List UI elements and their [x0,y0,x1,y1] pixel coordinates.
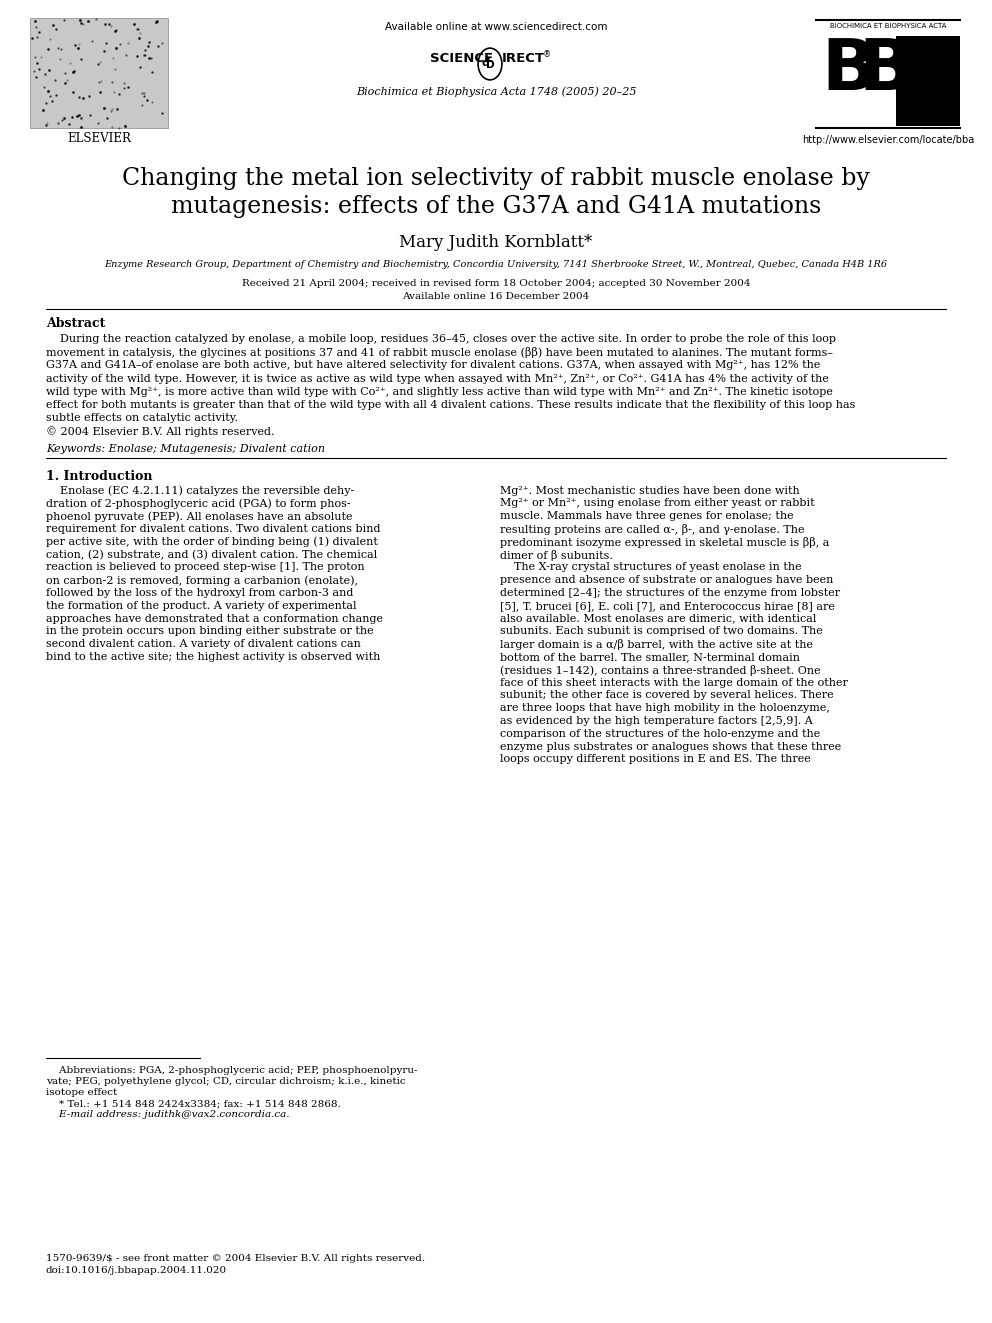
Text: on carbon-2 is removed, forming a carbanion (enolate),: on carbon-2 is removed, forming a carban… [46,576,358,586]
Text: D: D [486,60,494,70]
Text: subunits. Each subunit is comprised of two domains. The: subunits. Each subunit is comprised of t… [500,626,822,636]
Text: Enolase (EC 4.2.1.11) catalyzes the reversible dehy-: Enolase (EC 4.2.1.11) catalyzes the reve… [46,486,354,496]
Text: enzyme plus substrates or analogues shows that these three: enzyme plus substrates or analogues show… [500,742,841,751]
Text: loops occupy different positions in E and ES. The three: loops occupy different positions in E an… [500,754,810,765]
Text: Available online 16 December 2004: Available online 16 December 2004 [403,292,589,302]
Text: * Tel.: +1 514 848 2424x3384; fax: +1 514 848 2868.: * Tel.: +1 514 848 2424x3384; fax: +1 51… [46,1099,340,1107]
Text: comparison of the structures of the holo-enzyme and the: comparison of the structures of the holo… [500,729,820,738]
Text: http://www.elsevier.com/locate/bba: http://www.elsevier.com/locate/bba [802,135,974,146]
Text: isotope effect: isotope effect [46,1088,117,1097]
Text: dimer of β subunits.: dimer of β subunits. [500,549,613,561]
Text: followed by the loss of the hydroxyl from carbon-3 and: followed by the loss of the hydroxyl fro… [46,587,353,598]
Text: per active site, with the order of binding being (1) divalent: per active site, with the order of bindi… [46,537,378,548]
Text: effect for both mutants is greater than that of the wild type with all 4 divalen: effect for both mutants is greater than … [46,400,855,410]
Text: resulting proteins are called α-, β-, and γ-enolase. The: resulting proteins are called α-, β-, an… [500,524,805,534]
Text: Biochimica et Biophysica Acta 1748 (2005) 20–25: Biochimica et Biophysica Acta 1748 (2005… [356,86,636,97]
Text: ELSEVIER: ELSEVIER [67,132,131,146]
Text: Abbreviations: PGA, 2-phosphoglyceric acid; PEP, phosphoenolpyru-: Abbreviations: PGA, 2-phosphoglyceric ac… [46,1066,418,1076]
Text: are three loops that have high mobility in the holoenzyme,: are three loops that have high mobility … [500,704,830,713]
Text: doi:10.1016/j.bbapap.2004.11.020: doi:10.1016/j.bbapap.2004.11.020 [46,1266,227,1275]
Text: muscle. Mammals have three genes for enolase; the: muscle. Mammals have three genes for eno… [500,511,794,521]
Text: (residues 1–142), contains a three-stranded β-sheet. One: (residues 1–142), contains a three-stran… [500,664,820,676]
Text: Abstract: Abstract [46,318,105,329]
Text: second divalent cation. A variety of divalent cations can: second divalent cation. A variety of div… [46,639,361,650]
Text: Mg²⁺ or Mn²⁺, using enolase from either yeast or rabbit: Mg²⁺ or Mn²⁺, using enolase from either … [500,499,814,508]
Text: Mary Judith Kornblatt*: Mary Judith Kornblatt* [400,234,592,251]
Text: Received 21 April 2004; received in revised form 18 October 2004; accepted 30 No: Received 21 April 2004; received in revi… [242,279,750,288]
Text: bottom of the barrel. The smaller, N-terminal domain: bottom of the barrel. The smaller, N-ter… [500,652,800,662]
Text: cation, (2) substrate, and (3) divalent cation. The chemical: cation, (2) substrate, and (3) divalent … [46,549,377,560]
Text: activity of the wild type. However, it is twice as active as wild type when assa: activity of the wild type. However, it i… [46,373,829,384]
Text: subunit; the other face is covered by several helices. There: subunit; the other face is covered by se… [500,691,833,700]
Text: subtle effects on catalytic activity.: subtle effects on catalytic activity. [46,413,238,423]
Text: E-mail address: judithk@vax2.concordia.ca.: E-mail address: judithk@vax2.concordia.c… [46,1110,290,1119]
Text: dration of 2-phosphoglyceric acid (PGA) to form phos-: dration of 2-phosphoglyceric acid (PGA) … [46,499,350,509]
Text: A: A [898,32,962,112]
Text: larger domain is a α/β barrel, with the active site at the: larger domain is a α/β barrel, with the … [500,639,813,650]
Text: approaches have demonstrated that a conformation change: approaches have demonstrated that a conf… [46,614,383,623]
Text: mutagenesis: effects of the G37A and G41A mutations: mutagenesis: effects of the G37A and G41… [171,194,821,218]
Text: requirement for divalent cations. Two divalent cations bind: requirement for divalent cations. Two di… [46,524,381,534]
Text: bind to the active site; the highest activity is observed with: bind to the active site; the highest act… [46,652,380,662]
FancyBboxPatch shape [30,19,168,128]
Text: G37A and G41A–of enolase are both active, but have altered selectivity for dival: G37A and G41A–of enolase are both active… [46,360,820,370]
Text: Enzyme Research Group, Department of Chemistry and Biochemistry, Concordia Unive: Enzyme Research Group, Department of Che… [104,261,888,269]
Text: determined [2–4]; the structures of the enzyme from lobster: determined [2–4]; the structures of the … [500,587,840,598]
Text: Available online at www.sciencedirect.com: Available online at www.sciencedirect.co… [385,22,607,32]
Text: Keywords: Enolase; Mutagenesis; Divalent cation: Keywords: Enolase; Mutagenesis; Divalent… [46,443,325,454]
Bar [896,36,960,126]
Text: presence and absence of substrate or analogues have been: presence and absence of substrate or ana… [500,576,833,585]
Text: 1570-9639/$ - see front matter © 2004 Elsevier B.V. All rights reserved.: 1570-9639/$ - see front matter © 2004 El… [46,1254,426,1263]
Text: đ: đ [482,58,490,67]
Text: movement in catalysis, the glycines at positions 37 and 41 of rabbit muscle enol: movement in catalysis, the glycines at p… [46,347,833,359]
Text: phoenol pyruvate (PEP). All enolases have an absolute: phoenol pyruvate (PEP). All enolases hav… [46,511,352,521]
Text: B: B [821,36,876,105]
Text: in the protein occurs upon binding either substrate or the: in the protein occurs upon binding eithe… [46,626,374,636]
Text: B: B [858,36,913,105]
Text: SCIENCE: SCIENCE [430,52,493,65]
Text: also available. Most enolases are dimeric, with identical: also available. Most enolases are dimeri… [500,614,816,623]
Text: [5], T. brucei [6], E. coli [7], and Enterococcus hirae [8] are: [5], T. brucei [6], E. coli [7], and Ent… [500,601,835,611]
Text: vate; PEG, polyethylene glycol; CD, circular dichroism; k.i.e., kinetic: vate; PEG, polyethylene glycol; CD, circ… [46,1077,406,1086]
Text: BIOCHIMICA ET BIOPHYSICA ACTA: BIOCHIMICA ET BIOPHYSICA ACTA [829,22,946,29]
Text: the formation of the product. A variety of experimental: the formation of the product. A variety … [46,601,356,611]
Text: Changing the metal ion selectivity of rabbit muscle enolase by: Changing the metal ion selectivity of ra… [122,167,870,191]
Text: 1. Introduction: 1. Introduction [46,470,153,483]
Text: Mg²⁺. Most mechanistic studies have been done with: Mg²⁺. Most mechanistic studies have been… [500,486,800,496]
Text: © 2004 Elsevier B.V. All rights reserved.: © 2004 Elsevier B.V. All rights reserved… [46,426,275,437]
Text: The X-ray crystal structures of yeast enolase in the: The X-ray crystal structures of yeast en… [500,562,802,573]
Text: as evidenced by the high temperature factors [2,5,9]. A: as evidenced by the high temperature fac… [500,716,812,726]
Text: ®: ® [543,50,552,60]
Text: face of this sheet interacts with the large domain of the other: face of this sheet interacts with the la… [500,677,848,688]
Text: During the reaction catalyzed by enolase, a mobile loop, residues 36–45, closes : During the reaction catalyzed by enolase… [46,333,836,344]
Text: reaction is believed to proceed step-wise [1]. The proton: reaction is believed to proceed step-wis… [46,562,365,573]
Text: predominant isozyme expressed in skeletal muscle is ββ, a: predominant isozyme expressed in skeleta… [500,537,829,548]
Text: wild type with Mg²⁺, is more active than wild type with Co²⁺, and slightly less : wild type with Mg²⁺, is more active than… [46,386,833,397]
Text: IRECT: IRECT [502,52,545,65]
